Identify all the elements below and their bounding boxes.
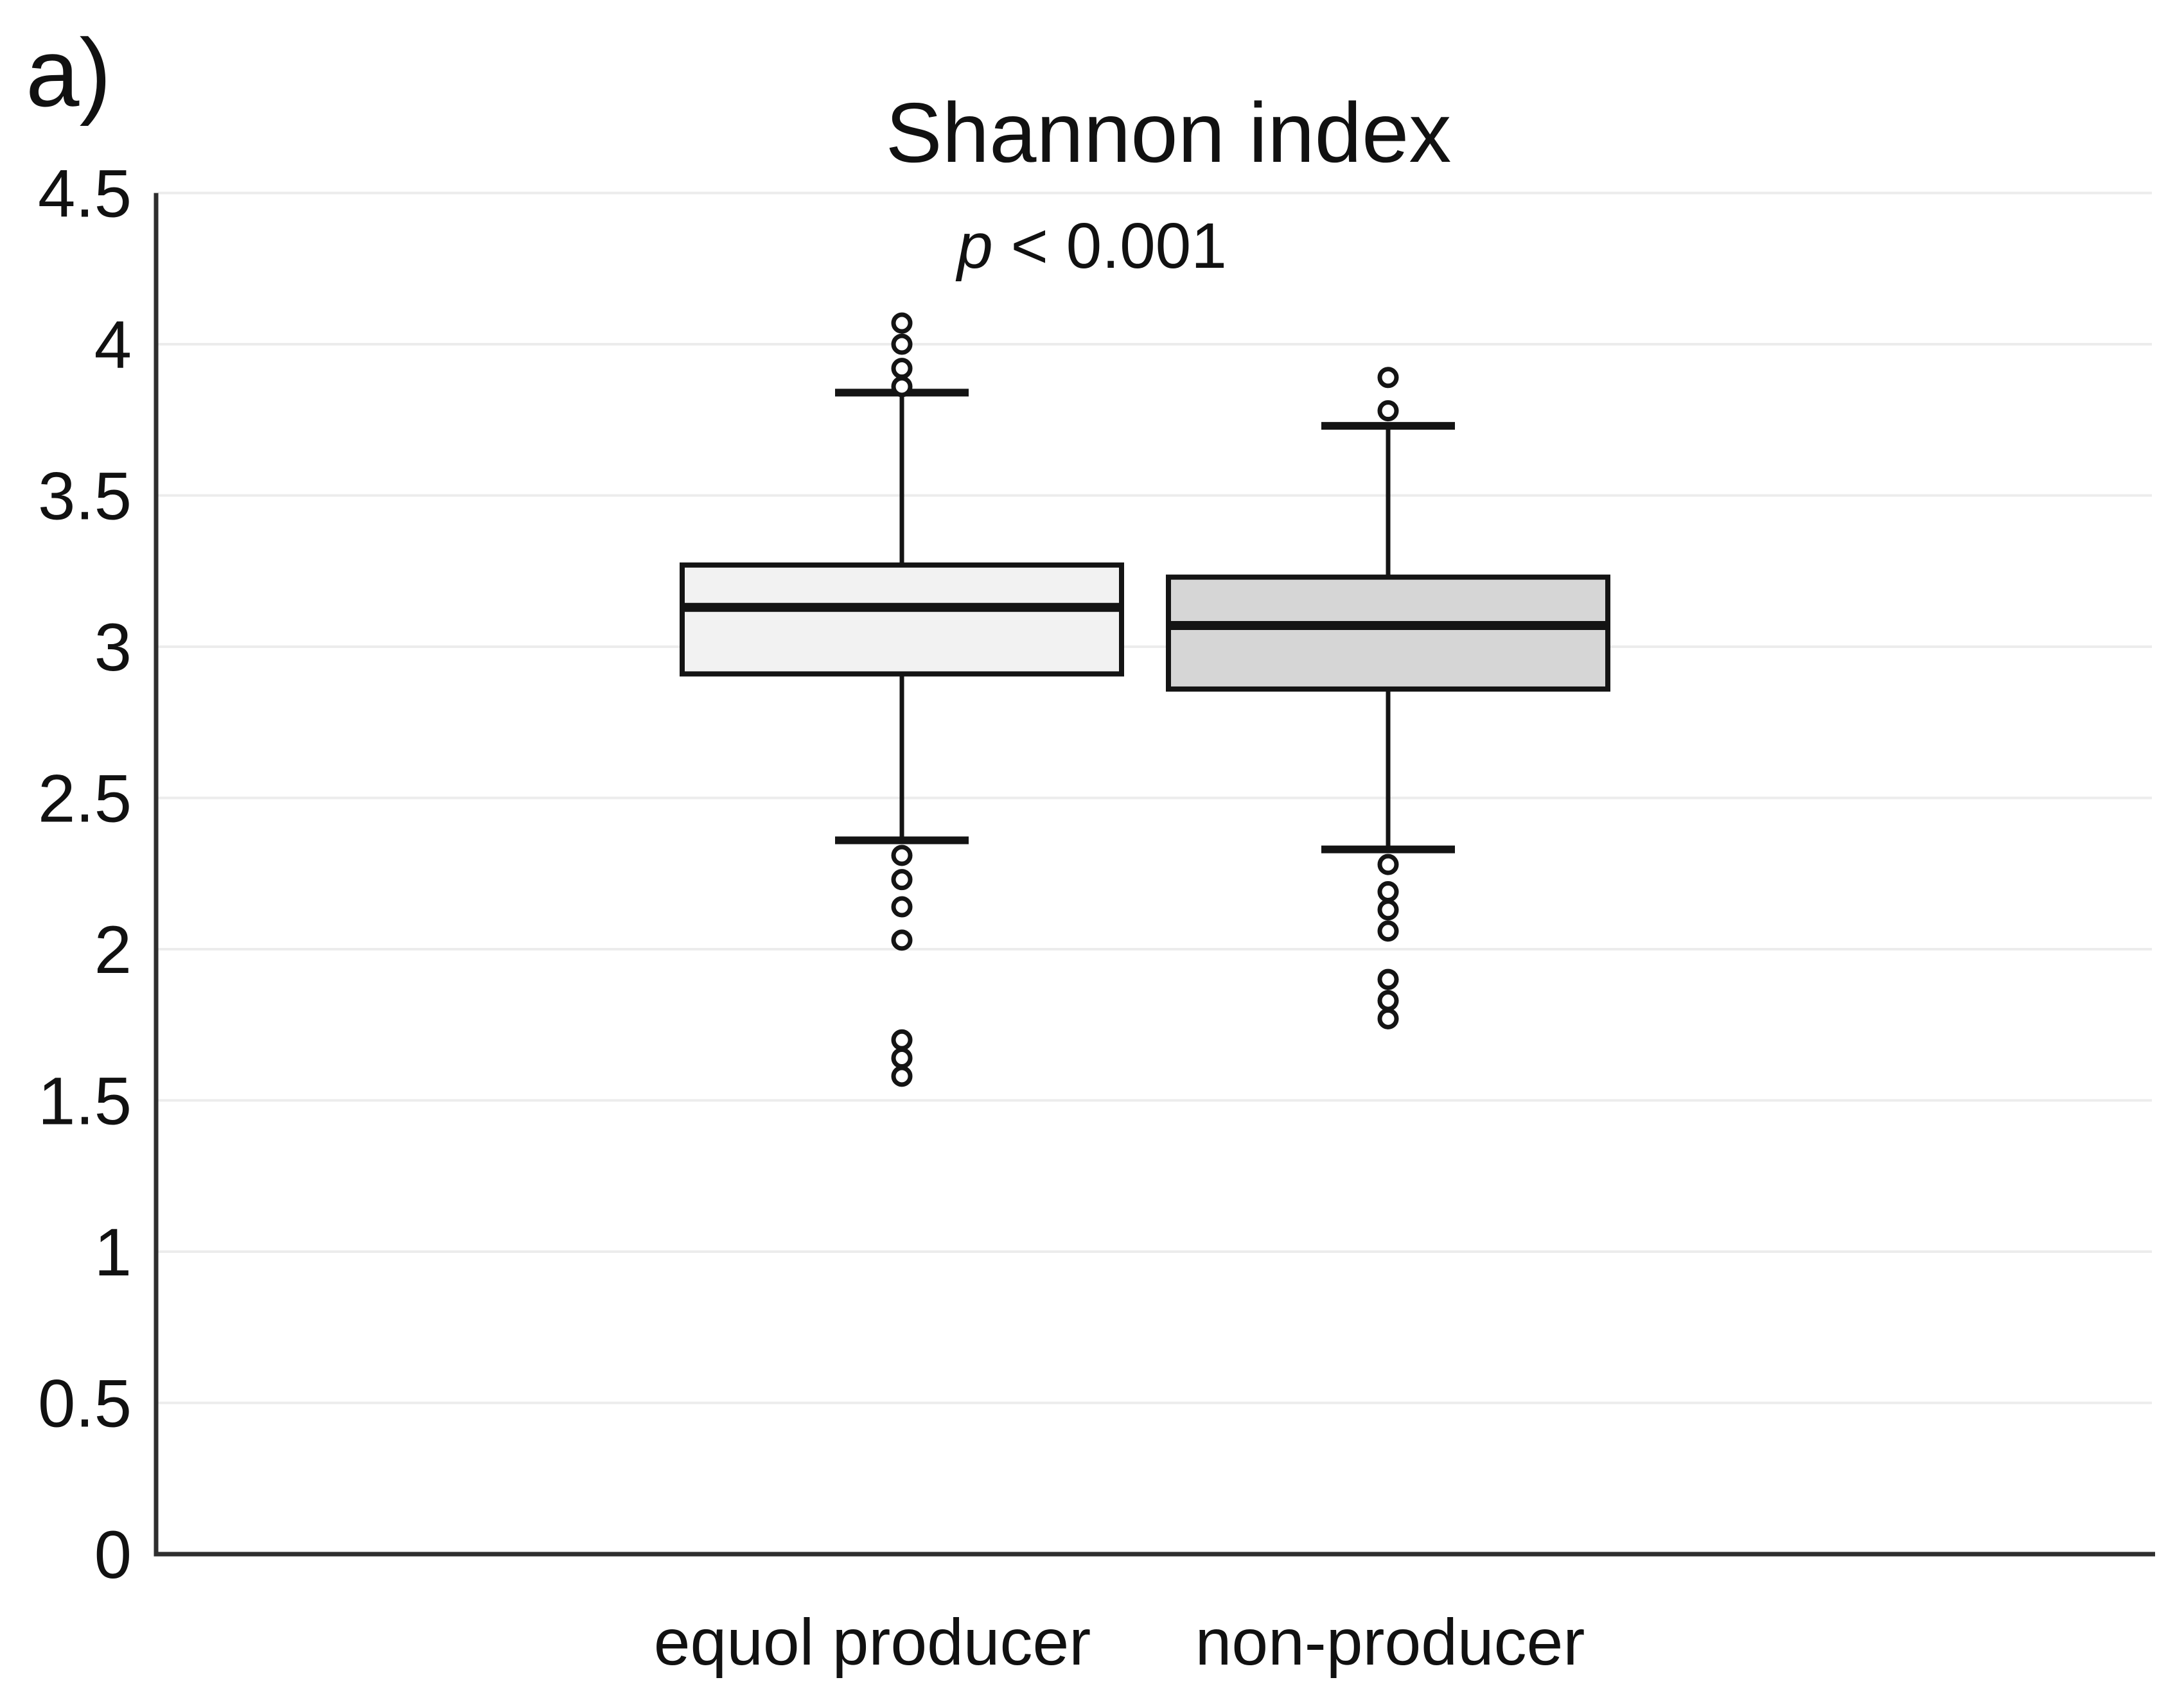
- iqr-box: [680, 562, 1124, 677]
- y-tick-label: 2.5: [38, 762, 132, 837]
- chart-title: Shannon index: [886, 85, 1452, 180]
- y-tick-labels: 4.5 4 3.5 3 2.5 2 1.5 1 0.5 0: [38, 157, 132, 1593]
- gridlines: [158, 191, 2152, 1405]
- y-tick-label: 1.5: [38, 1064, 132, 1139]
- outlier-point: [891, 358, 913, 380]
- outlier-point: [891, 333, 913, 355]
- outlier-point: [891, 1047, 913, 1069]
- outlier-point: [891, 844, 913, 866]
- x-category-labels: equol producer non-producer: [654, 1606, 1585, 1679]
- x-category-label: equol producer: [654, 1606, 1091, 1679]
- outlier-point: [1377, 1008, 1399, 1029]
- x-category-label: non-producer: [1195, 1606, 1585, 1679]
- iqr-box: [1166, 574, 1610, 692]
- y-tick-label: 1: [94, 1215, 132, 1290]
- y-tick-label: 4.5: [38, 157, 132, 232]
- p-rest: < 0.001: [993, 210, 1227, 282]
- boxplot-non-producer: [1166, 367, 1610, 1029]
- y-tick-label: 0: [94, 1518, 132, 1593]
- outlier-point: [1377, 400, 1399, 422]
- outlier-point: [1377, 899, 1399, 921]
- axes: [154, 193, 2155, 1557]
- outlier-point: [1377, 881, 1399, 903]
- outlier-point: [1377, 920, 1399, 942]
- y-tick-label: 3.5: [38, 459, 132, 534]
- outlier-point: [1377, 367, 1399, 389]
- p-value-annotation: p < 0.001: [955, 210, 1227, 282]
- outlier-point: [891, 869, 913, 891]
- panel-label: a): [26, 19, 111, 127]
- outlier-point: [891, 929, 913, 951]
- outlier-point: [1377, 990, 1399, 1011]
- outlier-point: [1377, 853, 1399, 875]
- boxplots: [680, 312, 1610, 1087]
- outlier-point: [891, 896, 913, 918]
- outlier-point: [891, 376, 913, 398]
- boxplot-equol-producer: [680, 312, 1124, 1087]
- y-tick-label: 4: [94, 308, 132, 383]
- p-symbol: p: [955, 210, 993, 282]
- outlier-point: [891, 312, 913, 334]
- outlier-point: [1377, 968, 1399, 990]
- outlier-point: [891, 1065, 913, 1087]
- y-tick-label: 2: [94, 913, 132, 988]
- y-tick-label: 0.5: [38, 1367, 132, 1442]
- y-tick-label: 3: [94, 610, 132, 685]
- outlier-point: [891, 1029, 913, 1051]
